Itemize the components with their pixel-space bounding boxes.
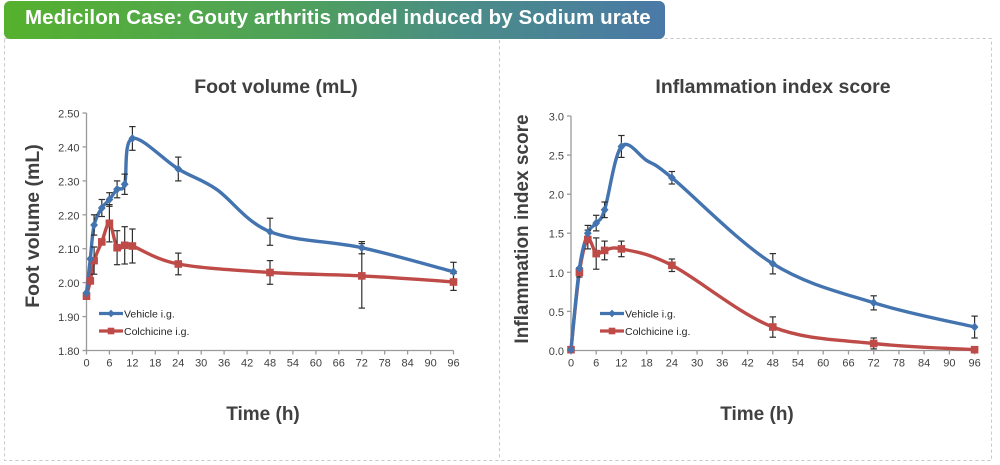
- svg-text:6: 6: [593, 358, 599, 370]
- svg-text:2.0: 2.0: [549, 190, 564, 202]
- svg-text:84: 84: [918, 358, 930, 370]
- svg-text:Time (h): Time (h): [226, 404, 300, 425]
- svg-text:90: 90: [424, 358, 436, 370]
- svg-text:Foot volume (mL): Foot volume (mL): [22, 144, 44, 308]
- svg-text:0.5: 0.5: [549, 307, 564, 319]
- svg-text:48: 48: [264, 358, 276, 370]
- svg-text:Colchicine i.g.: Colchicine i.g.: [124, 326, 189, 338]
- svg-text:36: 36: [218, 358, 230, 370]
- svg-text:Colchicine i.g.: Colchicine i.g.: [625, 326, 690, 338]
- svg-text:18: 18: [149, 358, 161, 370]
- svg-text:78: 78: [379, 358, 391, 370]
- svg-text:54: 54: [287, 358, 299, 370]
- svg-text:Time (h): Time (h): [720, 404, 794, 425]
- svg-text:0: 0: [83, 358, 89, 370]
- svg-text:84: 84: [401, 358, 413, 370]
- svg-text:3.0: 3.0: [549, 112, 564, 124]
- svg-text:2.00: 2.00: [58, 278, 79, 290]
- svg-text:18: 18: [641, 358, 653, 370]
- svg-text:30: 30: [195, 358, 207, 370]
- svg-text:36: 36: [716, 358, 728, 370]
- svg-text:0: 0: [568, 358, 574, 370]
- svg-text:2.10: 2.10: [58, 244, 79, 256]
- svg-text:30: 30: [691, 358, 703, 370]
- svg-text:6: 6: [106, 358, 112, 370]
- svg-text:54: 54: [792, 358, 804, 370]
- svg-text:1.80: 1.80: [58, 346, 79, 358]
- svg-text:Inflammation index score: Inflammation index score: [655, 76, 890, 98]
- svg-text:90: 90: [943, 358, 955, 370]
- svg-text:2.20: 2.20: [58, 210, 79, 222]
- svg-text:72: 72: [356, 358, 368, 370]
- svg-text:72: 72: [868, 358, 880, 370]
- svg-text:0.0: 0.0: [549, 346, 564, 358]
- svg-text:42: 42: [241, 358, 253, 370]
- svg-text:2.30: 2.30: [58, 176, 79, 188]
- svg-text:1.0: 1.0: [549, 268, 564, 280]
- svg-text:60: 60: [817, 358, 829, 370]
- svg-text:12: 12: [126, 358, 138, 370]
- svg-text:60: 60: [310, 358, 322, 370]
- svg-text:Inflammation index score: Inflammation index score: [512, 114, 533, 343]
- svg-text:42: 42: [741, 358, 753, 370]
- svg-text:24: 24: [172, 358, 184, 370]
- svg-text:66: 66: [333, 358, 345, 370]
- svg-text:Vehicle i.g.: Vehicle i.g.: [124, 309, 175, 321]
- svg-text:78: 78: [893, 358, 905, 370]
- svg-text:2.50: 2.50: [58, 109, 79, 121]
- svg-text:12: 12: [615, 358, 627, 370]
- svg-text:2.5: 2.5: [549, 151, 564, 163]
- svg-text:1.90: 1.90: [58, 312, 79, 324]
- svg-text:96: 96: [447, 358, 459, 370]
- svg-text:Foot volume (mL): Foot volume (mL): [194, 76, 358, 98]
- svg-text:96: 96: [968, 358, 980, 370]
- svg-text:Vehicle i.g.: Vehicle i.g.: [625, 309, 676, 321]
- svg-text:24: 24: [666, 358, 678, 370]
- svg-text:66: 66: [842, 358, 854, 370]
- svg-text:2.40: 2.40: [58, 142, 79, 154]
- svg-text:48: 48: [767, 358, 779, 370]
- svg-text:1.5: 1.5: [549, 229, 564, 241]
